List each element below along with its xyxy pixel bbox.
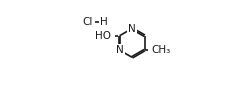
Text: CH₃: CH₃ <box>152 45 171 55</box>
Text: H: H <box>100 17 107 27</box>
Text: N: N <box>128 24 136 33</box>
Text: Cl: Cl <box>82 17 93 27</box>
Text: N: N <box>116 45 123 55</box>
Text: HO: HO <box>95 31 111 41</box>
